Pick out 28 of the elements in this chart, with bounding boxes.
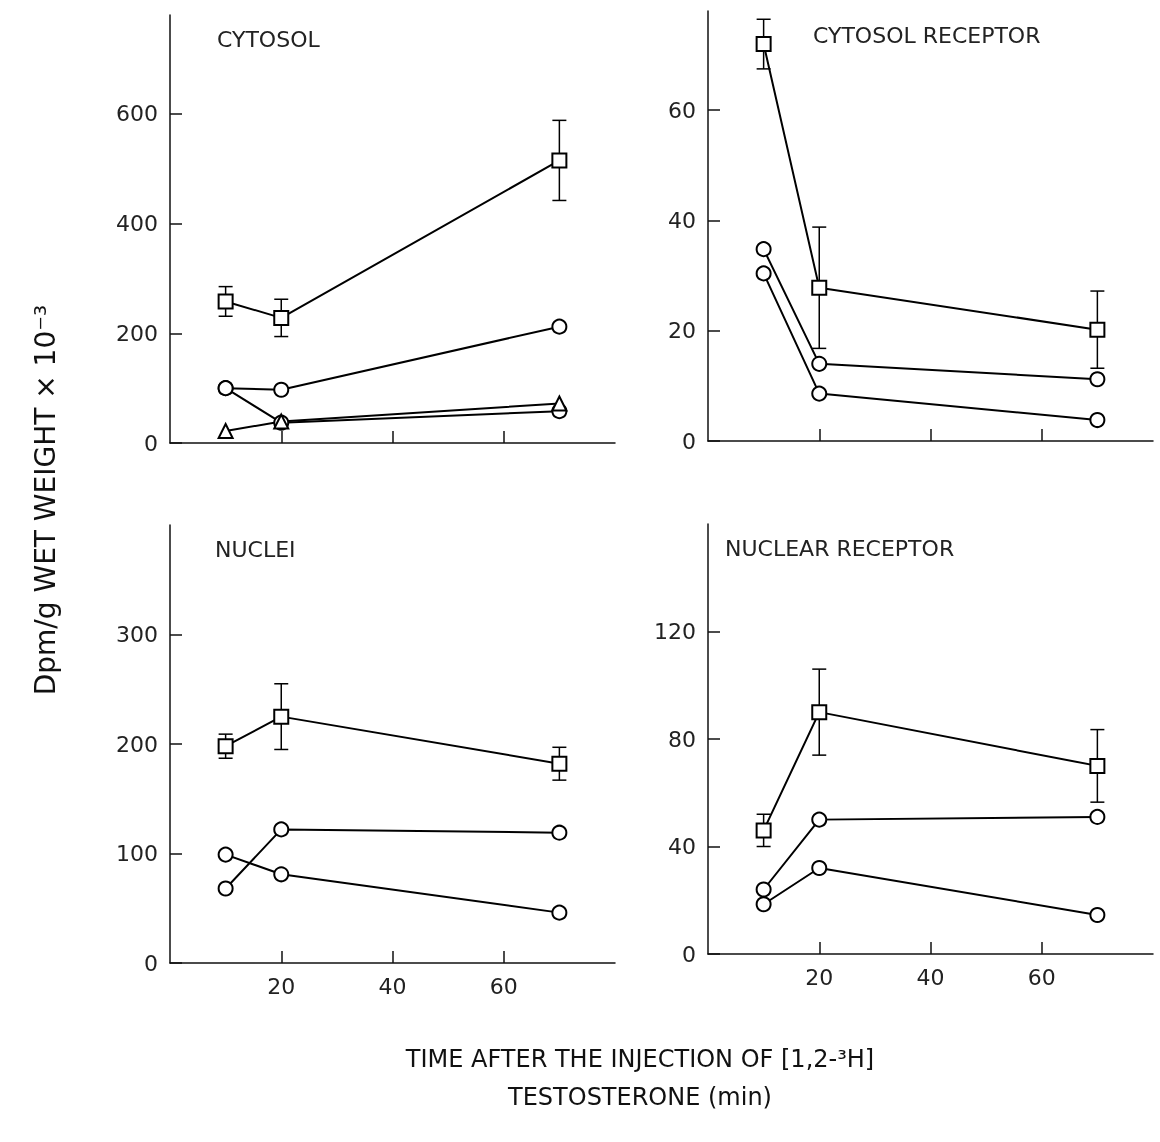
x-tick-label: 20 <box>805 964 834 990</box>
y-tick-label: 300 <box>116 622 158 647</box>
y-tick-label: 400 <box>116 211 158 237</box>
x-tick-label: 20 <box>267 973 296 999</box>
y-tick-label: 0 <box>144 430 158 456</box>
y-tick-label: 80 <box>668 726 696 752</box>
y-tick-label: 200 <box>116 731 158 757</box>
y-tick-label: 120 <box>654 619 696 644</box>
y-tick-label: 20 <box>668 318 696 344</box>
y-tick-label: 40 <box>668 834 696 859</box>
y-tick-label: 200 <box>116 320 158 346</box>
y-axis-title: Dpm/g WET WEIGHT × 10⁻³ <box>28 304 62 696</box>
y-tick-label: 100 <box>116 841 158 866</box>
x-axis-title: TIME AFTER THE INJECTION OF [1,2-³H] TESTOSTERONE (min) <box>404 1044 876 1113</box>
x-tick-label: 40 <box>916 964 945 990</box>
x-tick-label: 40 <box>378 973 407 999</box>
text: NUCLEAR RECEPTOR <box>725 535 955 561</box>
x-tick-label: 60 <box>489 973 518 999</box>
y-tick-label: 60 <box>668 97 696 123</box>
y-tick-label: 0 <box>682 428 696 454</box>
text: CYTOSOL <box>217 26 321 52</box>
y-tick-label: 600 <box>116 101 158 127</box>
text: CYTOSOL RECEPTOR <box>813 22 1041 48</box>
x-tick-label: 60 <box>1027 964 1056 990</box>
y-tick-label: 0 <box>682 941 696 967</box>
y-tick-label: 40 <box>668 207 696 233</box>
text: NUCLEI <box>215 536 296 562</box>
y-tick-label: 0 <box>144 950 158 976</box>
